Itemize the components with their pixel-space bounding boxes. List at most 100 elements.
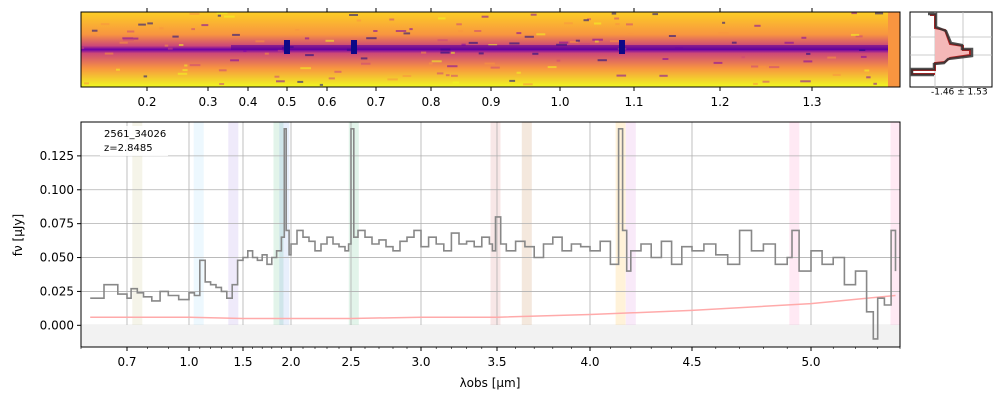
heatmap-pixel [295,29,300,31]
heatmap-pixel [232,33,240,36]
x-tick-label: 0.7 [117,355,136,369]
heatmap-pixel [189,64,201,67]
heatmap-pixel [850,33,860,36]
heatmap-pixel [516,32,522,35]
x-tick-label: 4.0 [580,355,599,369]
heatmap-pixel [91,29,98,32]
heatmap-pixel [474,30,482,32]
heatmap-pixel [328,77,335,80]
heatmap-pixel [223,15,235,18]
y-axis-label: fν [μJy] [11,214,25,256]
profile-fill [935,15,970,63]
heatmap-pixel [461,43,466,46]
heatmap-pixel [575,39,580,42]
heatmap-pixel [451,74,458,77]
object-label: 2561_34026 [104,129,166,140]
emission-line-band [132,122,143,347]
heatmap-pixel [532,52,539,55]
heatmap-pixel [428,62,433,65]
heatmap-pixel [104,52,114,55]
heatmap-pixel [360,57,368,60]
heatmap-pixel [452,81,460,84]
heatmap-trace [231,45,891,50]
heatmap-pixel [597,59,607,62]
heatmap-pixel [806,52,811,55]
spectrum-1d-panel: 0.7 1.0 1.5 2.0 2.5 3.0 3.5 4.0 4.5 5.0 0.000 0.02… [11,121,901,390]
heatmap-pixel [81,47,85,50]
heatmap-pixel [784,41,794,44]
heatmap-pixel [447,65,458,68]
heatmap-pixel [138,23,146,26]
heatmap-pixel [319,83,323,86]
heatmap-tick-label: 1.0 [550,95,569,109]
heatmap-pixel [300,67,311,70]
heatmap-pixel [387,78,398,81]
x-tick-label: 2.0 [281,355,300,369]
heatmap-pixel [478,52,484,55]
heatmap-pixel [481,15,489,18]
y-tick-label: 0.000 [40,318,74,332]
heatmap-tick-label: 0.7 [366,95,385,109]
heatmap-pixel [616,74,627,77]
heatmap-tick-label: 0.2 [137,95,156,109]
heatmap-pixel [758,65,767,68]
heatmap-pixel [626,23,633,26]
heatmap-pixel [490,66,500,69]
heatmap-pixel [325,39,334,42]
profile-frame [909,11,993,88]
heatmap-pixel [361,62,371,65]
heatmap-tick-label: 0.9 [481,95,500,109]
profile-annotation: -1.46 ± 1.53 [931,88,988,98]
heatmap-pixel [191,28,195,31]
heatmap-pixel [189,12,200,15]
heatmap-pixel [264,52,269,55]
heatmap-pixel [468,41,478,44]
x-tick-label: 1.0 [179,355,198,369]
label-box [100,126,168,156]
heatmap-pixel [276,80,285,83]
heatmap-pixel [713,61,723,64]
heatmap-pixel [524,35,534,38]
heatmap-pixel [587,18,591,21]
heatmap-tick-label: 1.2 [710,95,729,109]
heatmap-pixel [718,32,729,35]
heatmap-pixel [366,37,377,40]
heatmap-pixel [855,35,863,38]
heatmap-pixel [172,35,179,38]
heatmap-pixel [556,59,561,62]
heatmap-pixel [556,43,567,46]
heatmap-pixel [217,14,221,17]
heatmap-pixel [243,50,247,52]
heatmap-pixel [143,75,148,78]
heatmap-tick-label: 0.8 [421,95,440,109]
heatmap-pixel [373,30,378,32]
heatmap-pixel [274,75,280,78]
heatmap-pixel [579,43,590,46]
emission-line-band [273,122,284,347]
heatmap-pixel [564,22,573,25]
heatmap-pixel [445,74,450,77]
heatmap-pixel [456,23,462,26]
heatmap-pixel [803,60,813,63]
x-axis-ticks: 0.7 1.0 1.5 2.0 2.5 3.0 3.5 4.0 4.5 5.0 [80,347,901,369]
x-tick-label: 3.0 [411,355,430,369]
heatmap-line-knot [619,40,625,54]
heatmap-pixel [610,40,620,43]
heatmap-pixel [119,41,128,44]
x-tick-label: 1.5 [233,355,252,369]
heatmap-pixel [297,80,304,83]
heatmap-pixel [753,82,758,85]
emission-line-band [625,122,636,347]
heatmap-pixel [84,82,89,85]
heatmap-pixel [182,69,188,72]
y-axis-ticks: 0.000 0.025 0.050 0.075 0.100 0.125 [40,149,81,332]
heatmap-pixel [516,71,521,74]
heatmap-line-knot [284,40,290,54]
profile-data-line [910,12,974,77]
heatmap-x-ticks: 0.2 0.3 0.4 0.5 0.6 0.7 0.8 0.9 1.0 1.1 1.2 1.3 [137,8,822,109]
heatmap-pixel [403,32,411,35]
error-line [90,294,896,320]
heatmap-pixel [334,70,342,73]
heatmap-pixel [762,80,770,83]
heatmap-pixel [178,44,184,46]
